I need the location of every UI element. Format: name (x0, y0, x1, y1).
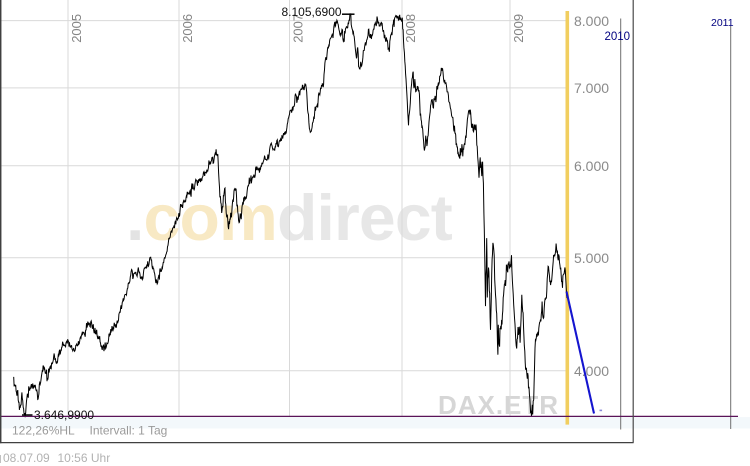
svg-text:2009: 2009 (511, 14, 526, 43)
svg-text:122,26%HL: 122,26%HL (12, 423, 75, 437)
svg-text:2007: 2007 (291, 14, 306, 43)
svg-text:3.646,9900: 3.646,9900 (34, 408, 94, 422)
svg-text:4.000: 4.000 (574, 363, 609, 379)
svg-text:8.000: 8.000 (574, 13, 609, 29)
svg-text:5.000: 5.000 (574, 250, 609, 266)
svg-text:2008: 2008 (403, 14, 418, 43)
svg-text:2006: 2006 (180, 14, 195, 43)
svg-text:2011: 2011 (711, 17, 734, 29)
svg-text:6.000: 6.000 (574, 158, 609, 174)
svg-text:2005: 2005 (69, 14, 84, 43)
svg-text:.comdirect: .comdirect (126, 181, 452, 254)
svg-text:10:56 Uhr: 10:56 Uhr (58, 451, 111, 465)
svg-text:DAX.ETR: DAX.ETR (438, 390, 558, 420)
svg-text:7.000: 7.000 (574, 80, 609, 96)
svg-text:2010: 2010 (605, 31, 631, 43)
svg-text:Intervall: 1 Tag: Intervall: 1 Tag (90, 423, 168, 437)
svg-text:08.07.09: 08.07.09 (3, 451, 50, 465)
svg-text:8.105,6900: 8.105,6900 (282, 5, 342, 19)
